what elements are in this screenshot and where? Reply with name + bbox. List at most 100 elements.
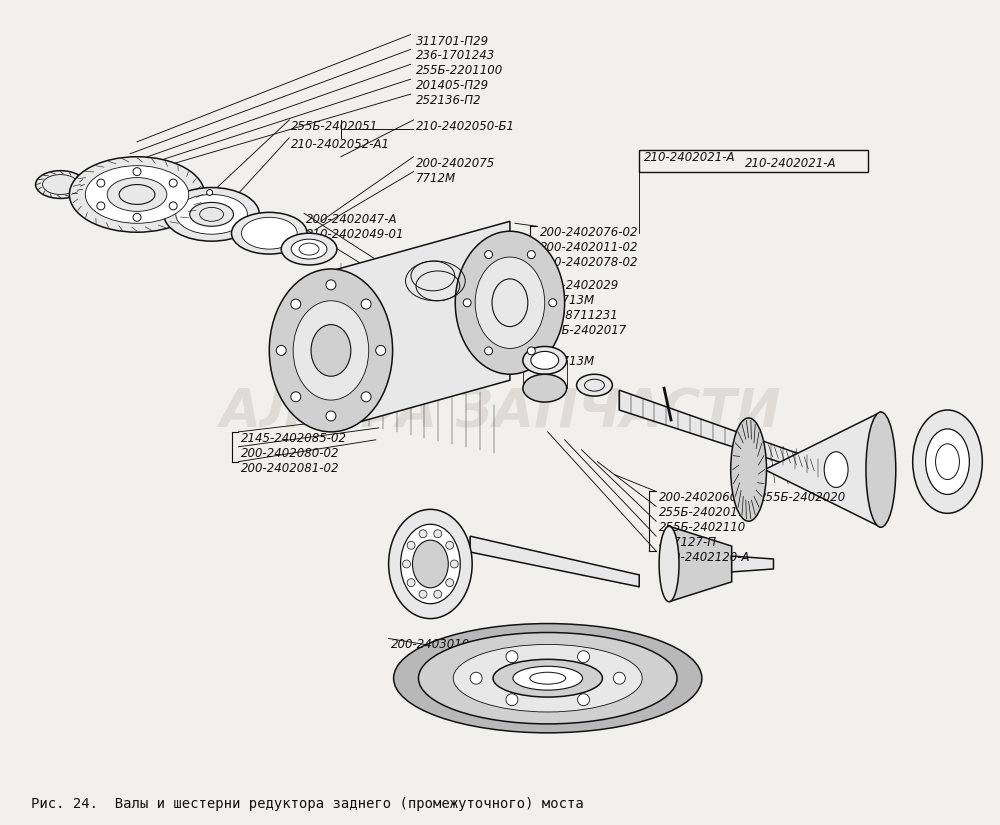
Circle shape [578, 651, 590, 662]
Circle shape [407, 541, 415, 549]
Ellipse shape [291, 239, 327, 259]
Circle shape [169, 202, 177, 210]
Polygon shape [470, 536, 639, 587]
Circle shape [361, 392, 371, 402]
Circle shape [446, 541, 454, 549]
Circle shape [463, 299, 471, 307]
Circle shape [361, 299, 371, 309]
Ellipse shape [659, 526, 679, 601]
Ellipse shape [311, 324, 351, 376]
Text: 200-2402081-02: 200-2402081-02 [241, 462, 340, 474]
Bar [639, 150, 868, 172]
Text: 200-2402047-А: 200-2402047-А [306, 214, 398, 226]
Circle shape [97, 202, 105, 210]
Circle shape [434, 530, 442, 538]
Text: 200-2402076-02: 200-2402076-02 [540, 226, 638, 239]
Ellipse shape [523, 346, 567, 375]
Circle shape [97, 179, 105, 187]
Ellipse shape [164, 187, 259, 241]
Text: 256Б-2402017: 256Б-2402017 [540, 323, 627, 337]
Text: 255Б-2201100: 255Б-2201100 [415, 64, 503, 78]
Text: АЛЬФА ЗАПЧАСТИ: АЛЬФА ЗАПЧАСТИ [219, 386, 781, 439]
Circle shape [527, 251, 535, 258]
Ellipse shape [85, 166, 189, 224]
Text: 255Б-2402020: 255Б-2402020 [759, 492, 846, 504]
Circle shape [276, 346, 286, 356]
Ellipse shape [190, 202, 233, 226]
Circle shape [419, 530, 427, 538]
Circle shape [470, 672, 482, 684]
Text: 219-2402120-А: 219-2402120-А [659, 551, 751, 564]
Circle shape [613, 672, 625, 684]
Circle shape [169, 179, 177, 187]
Circle shape [434, 590, 442, 598]
Polygon shape [749, 412, 881, 527]
Polygon shape [331, 221, 510, 430]
Circle shape [450, 560, 458, 568]
Ellipse shape [107, 177, 167, 211]
Text: 200-2402029: 200-2402029 [540, 279, 619, 292]
Circle shape [485, 347, 493, 355]
Ellipse shape [412, 540, 448, 587]
Ellipse shape [455, 231, 565, 375]
Text: 255Б-2402051: 255Б-2402051 [291, 120, 378, 133]
Circle shape [485, 251, 493, 258]
Polygon shape [732, 556, 773, 572]
Ellipse shape [241, 217, 297, 249]
Text: 200-2402060-Б: 200-2402060-Б [659, 492, 751, 504]
Ellipse shape [269, 269, 393, 431]
Text: 200-2402078-02: 200-2402078-02 [540, 256, 638, 269]
Ellipse shape [531, 351, 559, 370]
Text: 236-1701243: 236-1701243 [415, 50, 495, 63]
Ellipse shape [731, 418, 767, 521]
Ellipse shape [281, 233, 337, 265]
Circle shape [291, 299, 301, 309]
Text: 200-2402011-02: 200-2402011-02 [540, 241, 638, 254]
Circle shape [578, 694, 590, 705]
Text: 200-2402080-02: 200-2402080-02 [241, 447, 340, 460]
Ellipse shape [926, 429, 969, 494]
Text: 210-2402021-А: 210-2402021-А [745, 157, 836, 170]
Ellipse shape [475, 257, 545, 348]
Ellipse shape [232, 212, 307, 254]
Text: 255Б-2402017: 255Б-2402017 [659, 507, 746, 520]
Text: 201405-П29: 201405-П29 [415, 79, 489, 92]
Circle shape [403, 560, 411, 568]
Ellipse shape [523, 375, 567, 402]
Text: 7712М: 7712М [415, 172, 456, 185]
Circle shape [291, 392, 301, 402]
Circle shape [407, 578, 415, 587]
Circle shape [419, 590, 427, 598]
Polygon shape [619, 390, 818, 474]
Circle shape [446, 578, 454, 587]
Ellipse shape [513, 667, 583, 691]
Circle shape [326, 411, 336, 421]
Circle shape [133, 214, 141, 221]
Ellipse shape [577, 375, 612, 396]
Circle shape [549, 299, 557, 307]
Ellipse shape [824, 452, 848, 488]
Text: 347127-П: 347127-П [659, 536, 717, 549]
Text: 807713М: 807713М [540, 294, 595, 307]
Text: 210-2402052-А1: 210-2402052-А1 [291, 138, 390, 151]
Text: 210-2402021-А: 210-2402021-А [644, 151, 736, 164]
Ellipse shape [453, 644, 642, 712]
Text: 200-2403010-А2: 200-2403010-А2 [391, 639, 490, 652]
Circle shape [506, 651, 518, 662]
Text: 210-2402049-01: 210-2402049-01 [306, 229, 405, 241]
Ellipse shape [418, 633, 677, 724]
Text: Рис. 24.  Валы и шестерни редуктора заднего (промежуточного) моста: Рис. 24. Валы и шестерни редуктора задне… [31, 798, 583, 812]
Ellipse shape [293, 301, 369, 400]
Text: 311701-П29: 311701-П29 [415, 35, 489, 48]
Circle shape [207, 190, 213, 196]
Ellipse shape [176, 195, 247, 234]
Text: 255Б-2402110: 255Б-2402110 [659, 521, 746, 535]
Circle shape [133, 167, 141, 176]
Text: 252136-П2: 252136-П2 [415, 94, 481, 107]
Circle shape [527, 347, 535, 355]
Text: 2145-2402085-02: 2145-2402085-02 [241, 431, 347, 445]
Polygon shape [669, 526, 732, 601]
Ellipse shape [394, 624, 702, 733]
Ellipse shape [866, 412, 896, 527]
Circle shape [506, 694, 518, 705]
